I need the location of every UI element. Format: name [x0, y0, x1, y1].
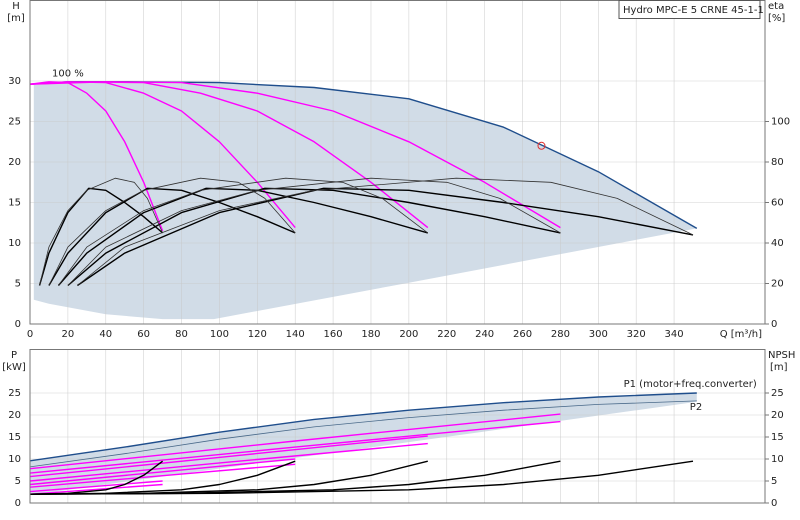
- curve: [29, 480, 163, 493]
- plot-frame: [29, 349, 766, 504]
- y-axis-label: H: [12, 1, 20, 12]
- curve: [29, 413, 561, 470]
- y2-tick-label: 20: [771, 410, 784, 421]
- y2-tick-label: 0: [771, 498, 777, 509]
- y-tick-label: 20: [8, 157, 21, 168]
- y2-tick-label: 25: [771, 388, 784, 399]
- curve: [77, 187, 694, 287]
- y-tick-label: 10: [8, 454, 21, 465]
- y2-tick-label: 100: [771, 117, 790, 128]
- y-tick-label: 25: [8, 388, 21, 399]
- curve: [29, 435, 428, 478]
- x-tick-label: 60: [137, 329, 150, 340]
- curve: [29, 81, 164, 232]
- chart-title: Hydro MPC-E 5 CRNE 45-1-1: [623, 5, 764, 16]
- series-label: P2: [690, 402, 702, 413]
- annotation: 100 %: [52, 69, 84, 80]
- curve: [77, 177, 694, 286]
- x-tick-label: 20: [62, 329, 75, 340]
- x-tick-label: 0: [27, 329, 33, 340]
- curve: [29, 442, 428, 482]
- x-tick-label: 260: [513, 329, 532, 340]
- curve: [57, 187, 428, 286]
- x-tick-label: 40: [99, 329, 112, 340]
- y-tick-label: 5: [15, 279, 21, 290]
- x-tick-label: 120: [248, 329, 267, 340]
- title-box: [618, 0, 761, 19]
- curve: [29, 392, 697, 462]
- y2-tick-label: 5: [771, 476, 777, 487]
- y2-tick-label: 0: [771, 319, 777, 330]
- x-tick-label: 340: [665, 329, 684, 340]
- curve: [29, 460, 694, 495]
- duty-point: [537, 141, 546, 150]
- y-axis-unit: [m]: [7, 13, 25, 24]
- y2-tick-label: 60: [771, 198, 784, 209]
- y2-axis-label: NPSH: [768, 350, 795, 361]
- y-tick-label: 15: [8, 198, 21, 209]
- y-tick-label: 25: [8, 117, 21, 128]
- series-label: P1 (motor+freq.converter): [624, 379, 757, 390]
- x-tick-label: 320: [627, 329, 646, 340]
- x-tick-label: 200: [399, 329, 418, 340]
- y-tick-label: 20: [8, 410, 21, 421]
- y2-tick-label: 15: [771, 432, 784, 443]
- y2-axis-unit: [m]: [770, 362, 788, 373]
- x-tick-label: 100: [210, 329, 229, 340]
- y-tick-label: 0: [15, 319, 21, 330]
- operating-area: [30, 393, 697, 496]
- curve: [48, 187, 296, 286]
- curve: [29, 420, 561, 474]
- y-tick-label: 30: [8, 76, 21, 87]
- y2-tick-label: 10: [771, 454, 784, 465]
- y-tick-label: 15: [8, 432, 21, 443]
- curve: [48, 177, 296, 286]
- y2-tick-label: 80: [771, 157, 784, 168]
- curve: [67, 187, 561, 287]
- curve: [58, 177, 429, 286]
- x-tick-label: 180: [361, 329, 380, 340]
- y-axis-unit: [kW]: [2, 362, 26, 373]
- curve: [29, 458, 296, 486]
- plots: 0 20 40 60 80 100 120 140 160 180 200 220 240 260 280 3…: [8, 0, 790, 509]
- x-tick-label: 140: [286, 329, 305, 340]
- curve: [39, 177, 163, 286]
- curve: [29, 81, 561, 229]
- y2-tick-label: 40: [771, 238, 784, 249]
- x-tick-label: 80: [175, 329, 188, 340]
- y2-axis-unit: [%]: [768, 13, 785, 24]
- x-tick-label: 220: [437, 329, 456, 340]
- x-tick-label: 300: [589, 329, 608, 340]
- y-tick-label: 0: [15, 498, 21, 509]
- curve: [29, 483, 163, 495]
- curve: [29, 400, 697, 468]
- curve: [67, 177, 561, 286]
- x-tick-label: 160: [324, 329, 343, 340]
- x-tick-label: 280: [551, 329, 570, 340]
- y2-tick-label: 20: [771, 279, 784, 290]
- y-tick-label: 10: [8, 238, 21, 249]
- y2-axis-label: eta: [768, 1, 784, 12]
- y-axis-label: P: [11, 350, 17, 361]
- curve: [29, 463, 296, 488]
- x-axis-label: Q [m³/h]: [720, 329, 762, 340]
- y-tick-label: 5: [15, 476, 21, 487]
- x-tick-label: 240: [475, 329, 494, 340]
